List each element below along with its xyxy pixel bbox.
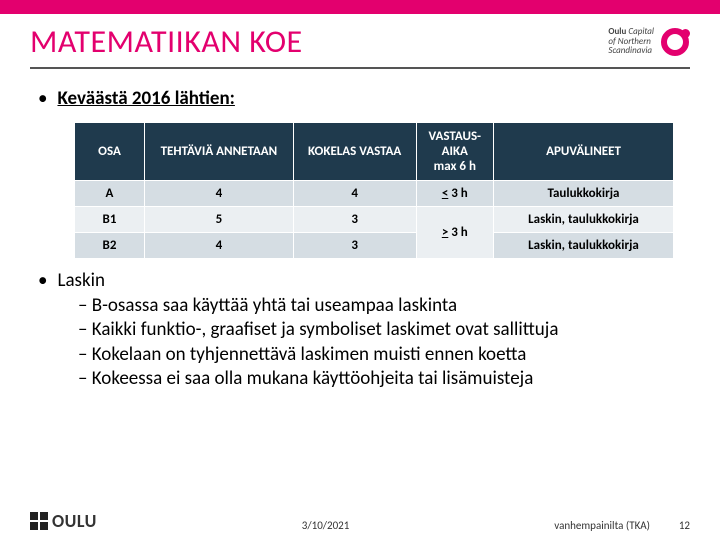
table-header: TEHTÄVIÄ ANNETAAN <box>145 123 294 181</box>
list-item: Kokeessa ei saa olla mukana käyttöohjeit… <box>78 367 690 391</box>
table-cell: 3 <box>293 233 416 259</box>
table-header: OSA <box>75 123 145 181</box>
table-cell: 4 <box>145 233 294 259</box>
footer-event: vanhempainilta (TKA) <box>554 519 650 532</box>
logo-circle-icon <box>660 27 690 57</box>
table-cell: 4 <box>293 181 416 207</box>
brand-bar <box>0 0 720 14</box>
table-row: A44< 3 hTaulukkokirja <box>75 181 674 207</box>
table-cell: B2 <box>75 233 145 259</box>
footer-logo: OULU <box>30 510 97 532</box>
page-title: MATEMATIIKAN KOE <box>30 22 303 61</box>
intro-text: Keväästä 2016 lähtien: <box>57 87 234 110</box>
list-item: B-osassa saa käyttää yhtä tai useampaa l… <box>78 294 690 318</box>
logo-word-4: Scandinavia <box>608 45 652 56</box>
exam-table: OSATEHTÄVIÄ ANNETAANKOKELAS VASTAAVASTAU… <box>74 122 674 259</box>
footer-date: 3/10/2021 <box>97 519 554 532</box>
table-row: B243 Laskin, taulukkokirja <box>75 233 674 259</box>
table-cell: < 3 h <box>416 181 493 207</box>
logo-right-text: Oulu Capital of Northern Scandinavia <box>608 27 654 57</box>
table-cell: B1 <box>75 207 145 233</box>
table-cell: 4 <box>145 181 294 207</box>
list-item: Kokelaan on tyhjennettävä laskimen muist… <box>78 343 690 367</box>
table-cell: > 3 h <box>416 207 493 259</box>
header: MATEMATIIKAN KOE Oulu Capital of Norther… <box>0 14 720 65</box>
table-cell: A <box>75 181 145 207</box>
table-cell: 5 <box>145 207 294 233</box>
sub-list: B-osassa saa käyttää yhtä tai useampaa l… <box>78 294 690 391</box>
oulu-mark-icon <box>30 512 48 530</box>
list-heading: •Laskin <box>38 269 690 292</box>
table-cell: 3 <box>293 207 416 233</box>
table-row: B153> 3 hLaskin, taulukkokirja <box>75 207 674 233</box>
list-block: •Laskin B-osassa saa käyttää yhtä tai us… <box>38 269 690 391</box>
table-header: VASTAUS-AIKAmax 6 h <box>416 123 493 181</box>
intro-line: •Keväästä 2016 lähtien: <box>38 87 690 110</box>
footer-logo-text: OULU <box>52 510 97 532</box>
table-cell: Laskin, taulukkokirja <box>494 233 674 259</box>
list-heading-text: Laskin <box>57 269 105 292</box>
table-cell: Taulukkokirja <box>494 181 674 207</box>
table-header: APUVÄLINEET <box>494 123 674 181</box>
table-header: KOKELAS VASTAA <box>293 123 416 181</box>
table-cell: Laskin, taulukkokirja <box>494 207 674 233</box>
logo-right: Oulu Capital of Northern Scandinavia <box>608 27 690 57</box>
content: •Keväästä 2016 lähtien: OSATEHTÄVIÄ ANNE… <box>0 69 720 391</box>
list-item: Kaikki funktio-, graafiset ja symboliset… <box>78 318 690 342</box>
footer-page-number: 12 <box>650 519 690 532</box>
footer: OULU 3/10/2021 vanhempainilta (TKA) 12 <box>0 510 720 532</box>
